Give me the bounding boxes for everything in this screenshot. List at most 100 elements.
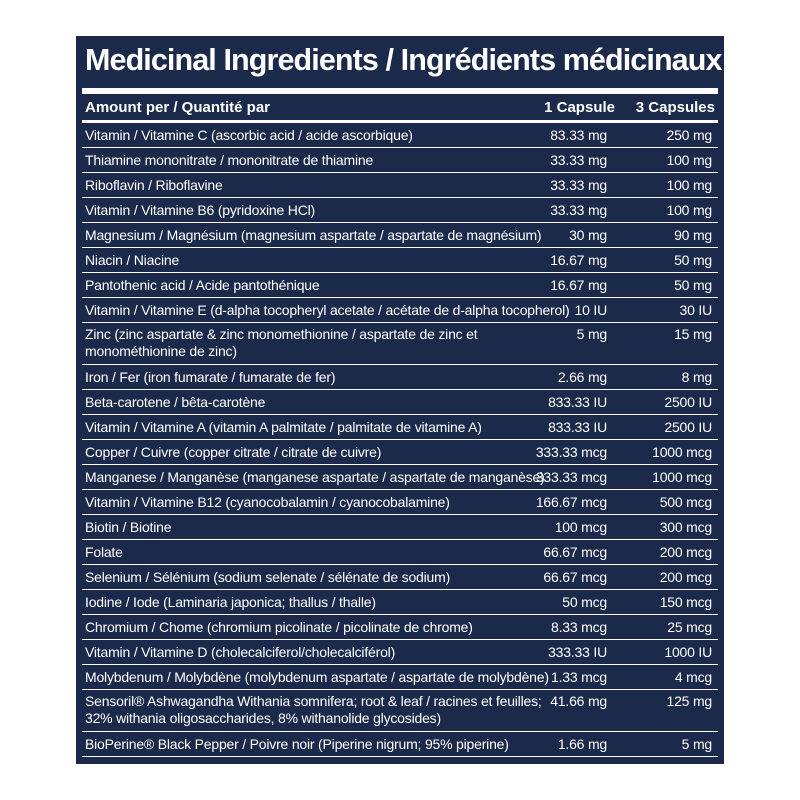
amount-one-capsule: 66.67 mcg: [543, 569, 607, 585]
ingredient-label: Pantothenic acid / Acide pantothénique: [85, 277, 320, 293]
table-row: Biotin / Biotine 100 mcg 300 mcg: [82, 515, 718, 540]
ingredient-label: Folate: [85, 544, 123, 560]
ingredient-label: Selenium / Sélénium (sodium selenate / s…: [85, 569, 451, 585]
header-amount: Amount per / Quantité par: [85, 99, 271, 116]
table-row: Magnesium / Magnésium (magnesium asparta…: [82, 223, 718, 248]
ingredient-label: Chromium / Chome (chromium picolinate / …: [85, 619, 473, 635]
header-divider: [82, 120, 718, 123]
amount-three-capsules: 50 mg: [674, 252, 712, 268]
amount-three-capsules: 8 mg: [681, 369, 713, 385]
header-one-capsule: 1 Capsule: [544, 99, 615, 116]
ingredient-label: Biotin / Biotine: [85, 519, 172, 535]
header-three-capsules: 3 Capsules: [635, 99, 715, 116]
amount-one-capsule: 50 mcg: [562, 594, 607, 610]
medicinal-ingredients-panel: Medicinal Ingredients / Ingrédients médi…: [76, 36, 724, 764]
ingredient-label: Vitamin / Vitamine C (ascorbic acid / ac…: [85, 127, 413, 143]
table-row: Iodine / Iode (Laminaria japonica; thall…: [82, 590, 718, 615]
ingredient-label: Beta-carotene / bêta-carotène: [85, 394, 266, 410]
ingredient-label: Niacin / Niacine: [85, 252, 180, 268]
amount-three-capsules: 4 mcg: [674, 669, 712, 685]
ingredient-label: Vitamin / Vitamine E (d-alpha tocopheryl…: [85, 302, 570, 318]
amount-one-capsule: 41.66 mg: [550, 693, 607, 709]
ingredient-label: Riboflavin / Riboflavine: [85, 177, 223, 193]
table-row: Beta-carotene / bêta-carotène 833.33 IU 25…: [82, 390, 718, 415]
amount-three-capsules: 200 mcg: [659, 544, 712, 560]
amount-three-capsules: 500 mcg: [659, 494, 712, 510]
amount-one-capsule: 16.67 mg: [550, 252, 607, 268]
amount-one-capsule: 83.33 mg: [550, 127, 607, 143]
title-divider: [82, 88, 718, 94]
panel-title: Medicinal Ingredients / Ingrédients médi…: [85, 43, 722, 77]
table-row: Vitamin / Vitamine D (cholecalciferol/ch…: [82, 640, 718, 665]
table-row: Zinc (zinc aspartate & zinc monomethioni…: [82, 323, 718, 365]
amount-three-capsules: 25 mcg: [667, 619, 712, 635]
amount-one-capsule: 5 mg: [576, 326, 608, 342]
amount-three-capsules: 1000 mcg: [652, 469, 712, 485]
table-row: Thiamine mononitrate / mononitrate de th…: [82, 148, 718, 173]
amount-three-capsules: 100 mg: [666, 202, 713, 218]
ingredient-label: Thiamine mononitrate / mononitrate de th…: [85, 152, 374, 168]
amount-one-capsule: 1.33 mcg: [551, 669, 607, 685]
amount-one-capsule: 1.66 mg: [557, 736, 607, 752]
amount-one-capsule: 66.67 mcg: [543, 544, 607, 560]
amount-three-capsules: 90 mg: [674, 227, 712, 243]
table-row: Vitamin / Vitamine A (vitamin A palmitat…: [82, 415, 718, 440]
ingredient-label: Copper / Cuivre (copper citrate / citrat…: [85, 444, 382, 460]
table-header: Amount per / Quantité par 1 Capsule 3 Ca…: [82, 97, 718, 119]
table-row: Molybdenum / Molybdène (molybdenum aspar…: [82, 665, 718, 690]
ingredient-label: Zinc (zinc aspartate & zinc monomethioni…: [85, 326, 478, 359]
amount-one-capsule: 2.66 mg: [557, 369, 607, 385]
amount-one-capsule: 333.33 mcg: [535, 444, 607, 460]
amount-three-capsules: 250 mg: [666, 127, 713, 143]
ingredient-label: Iodine / Iode (Laminaria japonica; thall…: [85, 594, 376, 610]
amount-three-capsules: 15 mg: [674, 326, 712, 342]
ingredient-label: Iron / Fer (iron fumarate / fumarate de …: [85, 369, 336, 385]
amount-one-capsule: 333.33 mcg: [535, 469, 607, 485]
amount-three-capsules: 2500 IU: [664, 394, 712, 410]
amount-three-capsules: 5 mg: [681, 736, 713, 752]
amount-one-capsule: 166.67 mcg: [535, 494, 607, 510]
amount-one-capsule: 833.33 IU: [548, 419, 607, 435]
amount-three-capsules: 1000 mcg: [652, 444, 712, 460]
amount-one-capsule: 33.33 mg: [550, 202, 607, 218]
amount-one-capsule: 833.33 IU: [548, 394, 607, 410]
ingredient-label: Manganese / Manganèse (manganese asparta…: [85, 469, 545, 485]
amount-one-capsule: 100 mcg: [554, 519, 607, 535]
table-row: Vitamin / Vitamine E (d-alpha tocopheryl…: [82, 298, 718, 323]
ingredient-label: Vitamin / Vitamine B6 (pyridoxine HCl): [85, 202, 315, 218]
table-row: Vitamin / Vitamine B12 (cyanocobalamin /…: [82, 490, 718, 515]
amount-one-capsule: 33.33 mg: [550, 152, 607, 168]
ingredient-label: Magnesium / Magnésium (magnesium asparta…: [85, 227, 542, 243]
amount-three-capsules: 200 mcg: [659, 569, 712, 585]
table-row: BioPerine® Black Pepper / Poivre noir (P…: [82, 732, 718, 757]
amount-three-capsules: 100 mg: [666, 177, 713, 193]
amount-three-capsules: 300 mcg: [659, 519, 712, 535]
ingredient-label: Sensoril® Ashwagandha Withania somnifera…: [85, 693, 542, 726]
table-row: Sensoril® Ashwagandha Withania somnifera…: [82, 690, 718, 732]
table-row: Vitamin / Vitamine B6 (pyridoxine HCl) 33…: [82, 198, 718, 223]
amount-one-capsule: 333.33 IU: [548, 644, 607, 660]
table-row: Iron / Fer (iron fumarate / fumarate de …: [82, 365, 718, 390]
ingredients-table: Vitamin / Vitamine C (ascorbic acid / ac…: [82, 123, 718, 757]
amount-three-capsules: 100 mg: [666, 152, 713, 168]
table-row: Niacin / Niacine 16.67 mg 50 mg: [82, 248, 718, 273]
amount-one-capsule: 30 mg: [569, 227, 607, 243]
table-row: Manganese / Manganèse (manganese asparta…: [82, 465, 718, 490]
ingredient-label: Vitamin / Vitamine D (cholecalciferol/ch…: [85, 644, 396, 660]
amount-three-capsules: 125 mg: [666, 693, 713, 709]
amount-three-capsules: 50 mg: [674, 277, 712, 293]
table-row: Vitamin / Vitamine C (ascorbic acid / ac…: [82, 123, 718, 148]
ingredient-label: Vitamin / Vitamine B12 (cyanocobalamin /…: [85, 494, 450, 510]
table-row: Riboflavin / Riboflavine 33.33 mg 100 mg: [82, 173, 718, 198]
ingredient-label: Molybdenum / Molybdène (molybdenum aspar…: [85, 669, 549, 685]
amount-three-capsules: 1000 IU: [664, 644, 712, 660]
table-row: Copper / Cuivre (copper citrate / citrat…: [82, 440, 718, 465]
amount-three-capsules: 30 IU: [679, 302, 713, 318]
ingredient-label: Vitamin / Vitamine A (vitamin A palmitat…: [85, 419, 482, 435]
amount-one-capsule: 10 IU: [574, 302, 608, 318]
table-row: Selenium / Sélénium (sodium selenate / s…: [82, 565, 718, 590]
amount-three-capsules: 150 mcg: [659, 594, 712, 610]
ingredient-label: BioPerine® Black Pepper / Poivre noir (P…: [85, 736, 509, 752]
table-row: Pantothenic acid / Acide pantothénique 16…: [82, 273, 718, 298]
amount-one-capsule: 8.33 mcg: [551, 619, 607, 635]
